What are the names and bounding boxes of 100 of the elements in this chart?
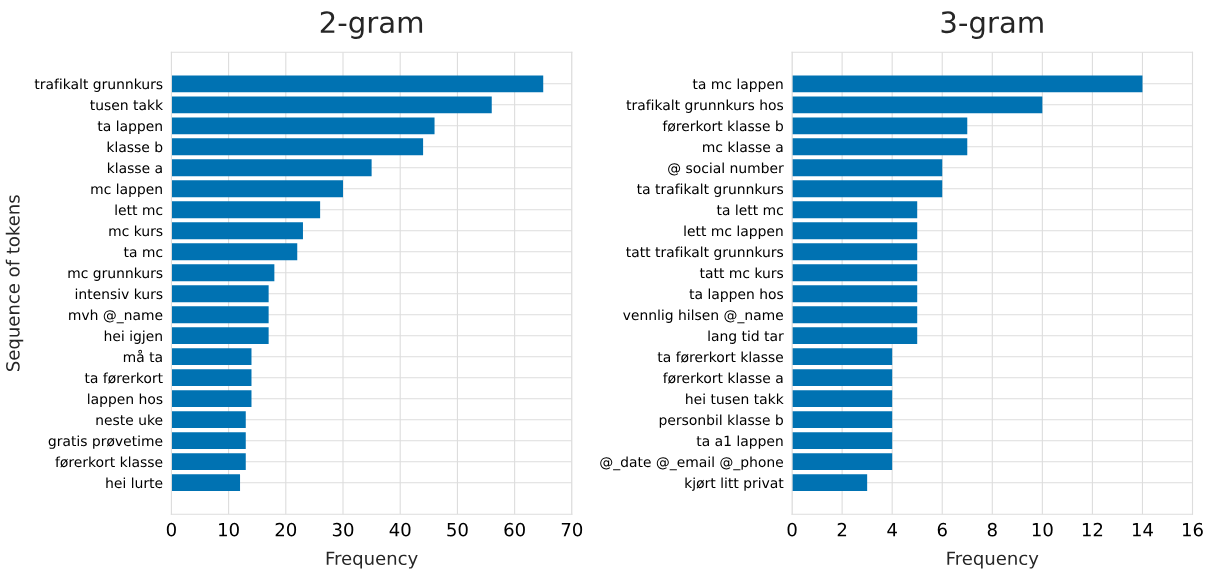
- y-tick-label: ta lappen hos: [689, 288, 784, 302]
- x-tick-label: 2: [837, 522, 847, 537]
- x-tick-label: 8: [987, 522, 997, 537]
- y-tick-label: ta førerkort klasse: [657, 351, 784, 363]
- x-tick-label: 14: [1132, 523, 1153, 537]
- bar: [792, 264, 918, 282]
- y-tick-label: ta mc lappen: [692, 78, 783, 92]
- y-tick-label: tatt trafikalt grunnkurs: [626, 246, 784, 260]
- bar: [171, 159, 372, 177]
- x-tick-label: 10: [1032, 522, 1053, 537]
- y-tick-label: hei tusen takk: [686, 393, 784, 405]
- bar: [171, 243, 298, 261]
- bar: [171, 306, 269, 324]
- bar: [171, 474, 241, 492]
- y-tick-label: førerkort klasse b: [662, 120, 783, 132]
- bar: [171, 453, 246, 471]
- y-tick-label: mc lappen: [91, 183, 162, 197]
- y-tick-label: vennlig hilsen @_name: [623, 309, 784, 324]
- y-tick-label: mvh @_name: [69, 309, 163, 324]
- bar: [792, 180, 943, 198]
- y-tick-label: mc klasse a: [703, 141, 783, 153]
- bar: [171, 117, 435, 135]
- y-tick-label: ta lett mc: [716, 204, 783, 216]
- x-tick-label: 4: [887, 523, 897, 537]
- x-tick-label: 60: [504, 522, 525, 537]
- y-tick-label: kjørt litt privat: [685, 477, 784, 491]
- bar: [171, 285, 269, 303]
- y-tick-label: lett mc lappen: [684, 225, 783, 239]
- bar: [171, 75, 544, 93]
- y-tick-label: @ social number: [668, 162, 784, 176]
- y-tick-label: lang tid tar: [708, 330, 784, 344]
- y-tick-label: klasse a: [107, 162, 162, 174]
- y-tick-label: gratis prøvetime: [48, 435, 163, 449]
- x-tick-label: 0: [787, 522, 797, 537]
- bar: [792, 75, 1143, 93]
- bar: [171, 96, 492, 114]
- y-tick-label: tusen takk: [90, 99, 164, 111]
- x-tick-label: 0: [166, 522, 176, 537]
- y-tick-label: hei lurte: [106, 477, 163, 489]
- bar: [792, 243, 918, 261]
- bar: [792, 369, 893, 387]
- y-tick-label: lappen hos: [88, 393, 163, 407]
- bar: [792, 222, 918, 240]
- bar: [792, 327, 918, 345]
- bar: [792, 474, 868, 492]
- bar: [792, 285, 918, 303]
- x-tick-label: 20: [275, 522, 297, 537]
- bar: [792, 138, 968, 156]
- chart-title: 3-gram: [941, 11, 1043, 39]
- bar: [171, 369, 252, 387]
- bar: [792, 96, 1043, 114]
- y-tick-label: lett mc: [115, 204, 163, 216]
- bar: [171, 222, 303, 240]
- y-tick-label: neste uke: [96, 414, 163, 426]
- x-tick-label: 12: [1082, 522, 1103, 537]
- bar: [792, 390, 893, 408]
- bar: [171, 201, 321, 219]
- bar: [792, 411, 893, 429]
- x-tick-label: 50: [447, 522, 468, 537]
- x-tick-label: 16: [1183, 522, 1203, 537]
- bar: [792, 348, 893, 366]
- bar: [792, 453, 893, 471]
- y-tick-label: førerkort klasse: [55, 456, 163, 468]
- bar: [171, 348, 252, 366]
- y-tick-label: ta a1 lappen: [696, 435, 783, 449]
- y-axis-title: Sequence of tokens: [5, 195, 24, 371]
- y-tick-label: hei igjen: [104, 330, 162, 344]
- y-tick-label: tatt mc kurs: [699, 267, 784, 279]
- x-tick-label: 10: [219, 522, 239, 537]
- y-tick-label: ta førerkort: [84, 372, 163, 384]
- bar: [171, 264, 275, 282]
- x-tick-label: 40: [389, 522, 411, 537]
- y-tick-label: @_date @_email @_phone: [600, 456, 783, 471]
- y-tick-label: trafikalt grunnkurs: [34, 78, 163, 92]
- y-tick-label: klasse b: [107, 141, 163, 153]
- bar: [792, 432, 893, 450]
- x-tick-label: 70: [561, 522, 583, 537]
- x-tick-label: 6: [937, 522, 947, 537]
- bar: [171, 390, 252, 408]
- x-axis-title: Frequency: [947, 551, 1039, 569]
- bar: [171, 411, 246, 429]
- y-tick-label: mc kurs: [109, 225, 163, 237]
- y-tick-label: trafikalt grunnkurs hos: [626, 99, 784, 113]
- bar: [792, 159, 943, 177]
- x-axis-title: Frequency: [326, 551, 418, 569]
- y-tick-label: ta mc: [123, 247, 163, 258]
- chart-title: 2-gram: [320, 11, 423, 39]
- y-tick-label: personbil klasse b: [659, 414, 783, 428]
- y-tick-label: mc grunnkurs: [68, 267, 163, 281]
- bar: [171, 180, 344, 198]
- y-tick-label: førerkort klasse a: [663, 372, 783, 384]
- y-tick-label: må ta: [123, 349, 162, 363]
- y-tick-label: intensiv kurs: [75, 288, 163, 300]
- bar: [792, 201, 918, 219]
- y-tick-label: ta lappen: [97, 120, 162, 134]
- bar: [171, 327, 269, 345]
- y-tick-label: ta trafikalt grunnkurs: [637, 183, 784, 197]
- bar: [792, 117, 968, 135]
- bar: [171, 138, 424, 156]
- x-tick-label: 30: [332, 522, 354, 537]
